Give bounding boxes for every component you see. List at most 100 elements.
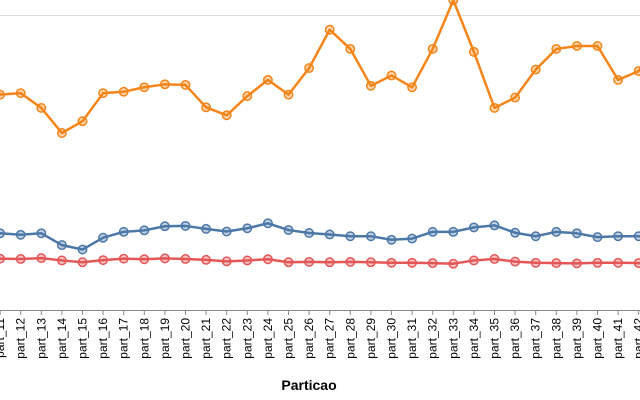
data-point	[159, 79, 170, 90]
data-point	[592, 232, 603, 243]
data-point	[139, 225, 150, 236]
x-tick-label: part_30	[385, 318, 399, 359]
data-point	[510, 227, 521, 238]
data-point	[468, 46, 479, 57]
x-tick-label: part_17	[117, 318, 131, 359]
x-tick-label: part_13	[34, 318, 48, 359]
data-point	[551, 258, 562, 269]
data-point	[324, 24, 335, 35]
series-line	[0, 256, 640, 265]
x-axis-title: Particao	[281, 377, 336, 393]
data-point	[77, 244, 88, 255]
data-point	[0, 228, 6, 239]
data-point	[159, 253, 170, 264]
data-point	[118, 253, 129, 264]
data-point	[36, 102, 47, 113]
x-tick-label: part_36	[508, 318, 522, 359]
data-point	[365, 80, 376, 91]
x-tick-label: part_22	[220, 318, 234, 359]
data-point	[139, 254, 150, 265]
x-tick-label: part_28	[343, 318, 357, 359]
x-tick-label: part_27	[323, 318, 337, 359]
x-tick-label: part_37	[529, 318, 543, 359]
x-tick-label: part_14	[55, 318, 69, 359]
data-point	[489, 220, 500, 231]
x-tick-label: part_41	[611, 318, 625, 359]
data-point	[180, 220, 191, 231]
data-point	[201, 254, 212, 265]
data-point	[98, 232, 109, 243]
data-point	[345, 43, 356, 54]
data-point	[36, 228, 47, 239]
data-point	[448, 258, 459, 269]
data-point	[242, 255, 253, 266]
x-tick-label: part_25	[282, 318, 296, 359]
data-point	[0, 253, 6, 264]
data-point	[633, 258, 640, 269]
data-point	[468, 255, 479, 266]
data-point	[283, 257, 294, 268]
data-point	[0, 89, 6, 100]
x-tick-label: part_42	[632, 318, 640, 359]
series-0	[0, 0, 640, 138]
x-tick-label: part_32	[426, 318, 440, 359]
data-point	[180, 79, 191, 90]
data-point	[15, 88, 26, 99]
x-tick-label: part_29	[364, 318, 378, 359]
data-point	[448, 226, 459, 237]
x-tick-label: part_31	[405, 318, 419, 359]
data-point	[530, 231, 541, 242]
data-point	[304, 256, 315, 267]
data-point	[571, 228, 582, 239]
x-tick-label: part_19	[158, 318, 172, 359]
series-layer	[0, 0, 640, 269]
series-2	[0, 253, 640, 269]
data-point	[386, 257, 397, 268]
x-tick-label: part_23	[240, 318, 254, 359]
data-point	[242, 223, 253, 234]
data-point	[201, 102, 212, 113]
x-tick-label: part_16	[96, 318, 110, 359]
data-point	[304, 228, 315, 238]
data-point	[221, 226, 232, 237]
data-point	[262, 218, 273, 229]
data-point	[613, 231, 624, 242]
data-point	[386, 70, 397, 81]
data-point	[283, 225, 294, 236]
x-tick-label: part_11	[0, 318, 7, 358]
data-point	[56, 240, 67, 251]
data-point	[118, 86, 129, 97]
data-point	[324, 257, 335, 268]
x-tick-label: part_20	[179, 318, 193, 359]
x-tick-label: part_15	[76, 318, 90, 359]
data-point	[15, 229, 26, 240]
data-point	[427, 43, 438, 54]
data-point	[242, 91, 253, 102]
x-tick-label: part_12	[14, 318, 28, 359]
data-point	[77, 116, 88, 127]
data-point	[201, 223, 212, 234]
data-point	[407, 82, 418, 93]
data-point	[139, 82, 150, 93]
data-point	[530, 64, 541, 75]
series-line	[0, 0, 640, 135]
data-point	[448, 0, 459, 6]
data-point	[36, 253, 47, 264]
data-point	[98, 255, 109, 266]
data-point	[262, 254, 273, 265]
data-point	[633, 231, 640, 242]
data-point	[56, 255, 67, 266]
data-point	[530, 257, 541, 268]
data-point	[98, 88, 109, 99]
x-tick-label: part_21	[199, 318, 213, 359]
data-point	[571, 258, 582, 269]
data-point	[551, 43, 562, 54]
data-point	[510, 256, 521, 267]
x-tick-label: part_39	[570, 318, 584, 359]
data-point	[304, 63, 315, 74]
data-point	[633, 66, 640, 76]
data-point	[592, 41, 603, 51]
data-point	[180, 254, 191, 264]
data-point	[427, 226, 438, 237]
